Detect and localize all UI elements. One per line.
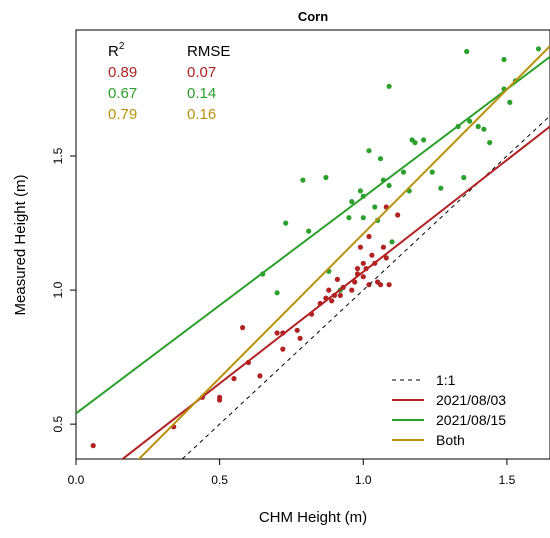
point-aug15-18 [386, 182, 392, 189]
point-aug15-35 [501, 56, 507, 63]
plot-frame [75, 29, 550, 460]
x-tick-label-0: 0.0 [68, 473, 85, 487]
point-aug15-2 [283, 220, 289, 226]
point-aug03-4 [217, 397, 223, 403]
y-tick-label-0: 0.5 [51, 415, 65, 432]
point-aug03-13 [297, 335, 303, 341]
point-aug03-12 [294, 327, 300, 333]
point-aug15-31 [467, 118, 473, 124]
point-aug03-11 [280, 346, 286, 352]
rmse-value-green: 0.14 [187, 85, 216, 102]
point-aug03-29 [360, 274, 366, 280]
point-aug15-29 [461, 174, 467, 181]
point-aug15-33 [481, 126, 487, 132]
legend-label-0: 1:1 [436, 372, 456, 388]
point-aug15-10 [357, 188, 363, 194]
point-aug15-24 [412, 140, 418, 146]
point-aug03-28 [360, 260, 366, 266]
legend-label-3: Both [436, 432, 465, 448]
point-aug15-16 [377, 156, 384, 162]
r2-header-sup: 2 [119, 41, 125, 52]
point-aug15-4 [306, 228, 312, 234]
x-tick-label-1: 0.5 [211, 473, 228, 487]
point-aug15-14 [372, 204, 378, 210]
legend-label-2: 2021/08/15 [436, 412, 506, 428]
r2-header-base: R [108, 43, 119, 60]
rmse-value-gold: 0.16 [187, 106, 216, 123]
point-aug03-41 [395, 212, 401, 218]
point-aug15-3 [300, 177, 306, 183]
point-aug03-37 [380, 244, 386, 250]
rmse-header: RMSE [187, 43, 230, 60]
point-aug03-5 [231, 376, 237, 382]
r2-header: R2 [108, 41, 125, 60]
rmse-value-red: 0.07 [187, 64, 216, 81]
point-aug15-32 [475, 123, 481, 130]
point-aug15-8 [346, 215, 352, 221]
point-aug15-5 [323, 174, 329, 181]
r2-value-red: 0.89 [108, 64, 137, 81]
point-aug15-19 [386, 83, 392, 89]
point-aug15-37 [507, 99, 513, 105]
point-aug15-12 [360, 215, 366, 221]
r2-value-green: 0.67 [108, 85, 137, 102]
point-aug15-1 [274, 290, 280, 296]
x-tick-label-3: 1.5 [499, 473, 516, 487]
plot-area [76, 45, 550, 459]
point-aug15-26 [429, 169, 435, 175]
point-aug03-17 [326, 287, 332, 293]
point-aug15-39 [535, 46, 542, 52]
y-tick-label-2: 1.5 [51, 147, 65, 164]
point-aug03-36 [377, 282, 384, 288]
point-aug03-27 [357, 244, 363, 250]
point-aug03-21 [337, 292, 343, 298]
point-aug03-20 [334, 276, 340, 282]
r2-value-gold: 0.79 [108, 106, 137, 123]
fit-line-2 [76, 56, 550, 415]
point-aug15-9 [349, 199, 355, 205]
point-aug03-38 [383, 255, 389, 261]
point-aug03-8 [257, 373, 263, 379]
point-aug03-31 [366, 233, 372, 240]
point-aug03-0 [90, 443, 96, 449]
point-aug15-27 [438, 185, 444, 191]
fit-line-3 [137, 45, 550, 459]
point-aug03-18 [329, 298, 335, 304]
point-aug03-23 [349, 287, 355, 293]
point-aug03-26 [354, 266, 361, 272]
point-aug15-25 [421, 137, 427, 143]
point-aug15-21 [400, 169, 407, 175]
x-tick-label-2: 1.0 [355, 473, 372, 487]
legend: 1:1 2021/08/03 2021/08/15 Both [392, 372, 506, 448]
point-aug15-30 [464, 48, 470, 55]
point-aug15-13 [366, 148, 372, 154]
legend-label-1: 2021/08/03 [436, 392, 506, 408]
y-axis-title: Measured Height (m) [12, 175, 29, 316]
point-aug15-20 [389, 239, 395, 245]
point-aug03-6 [240, 325, 246, 331]
stats-table: R2 RMSE 0.89 0.07 0.67 0.14 0.79 0.16 [108, 41, 230, 123]
point-aug03-33 [369, 252, 375, 258]
point-aug03-9 [274, 330, 280, 336]
y-tick-label-1: 1.0 [51, 281, 65, 298]
chart-title: Corn [298, 9, 328, 24]
point-aug03-40 [386, 282, 392, 288]
axis-ticks: 0.0 0.5 1.0 1.5 0.5 1.0 1.5 [51, 147, 516, 487]
point-aug15-34 [487, 140, 493, 146]
x-axis-title: CHM Height (m) [259, 509, 367, 526]
